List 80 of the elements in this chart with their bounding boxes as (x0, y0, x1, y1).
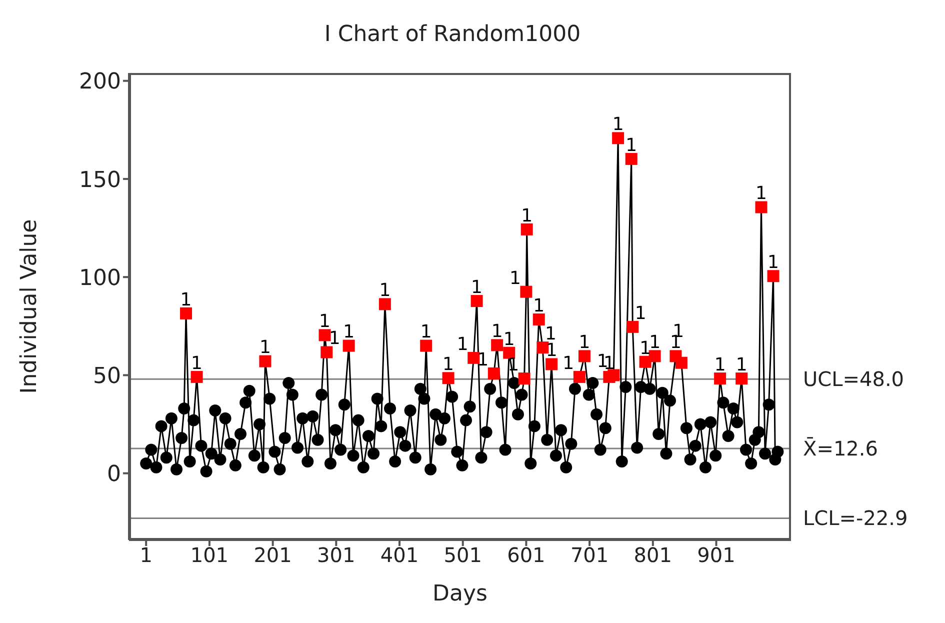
point (420, 340, 432, 352)
point (578, 350, 590, 362)
annotation: 1 (578, 332, 590, 354)
annotation: 1 (634, 302, 646, 324)
annotation: 1 (420, 322, 432, 343)
x-tick-label: 801 (634, 543, 672, 568)
point (767, 270, 780, 282)
y-tick-label: 200 (79, 70, 121, 95)
point (612, 132, 624, 144)
point (625, 152, 638, 165)
x-axis-title: Days (432, 582, 488, 607)
annotation: 1 (259, 337, 271, 358)
annotation: 1 (640, 338, 652, 359)
point (736, 372, 748, 385)
point (470, 295, 483, 308)
annotation: 1 (714, 354, 726, 376)
annotation: 1 (191, 352, 203, 374)
point (491, 339, 504, 352)
x-tick-label: 201 (254, 543, 292, 568)
annotation: 1 (343, 322, 355, 343)
y-tick-label: 50 (93, 364, 121, 389)
x-tick-label: 301 (317, 543, 356, 568)
point (320, 346, 333, 358)
point (378, 298, 391, 310)
annotation: 1 (562, 352, 574, 374)
annotation: 1 (521, 205, 533, 226)
point (342, 340, 355, 352)
point (518, 372, 530, 385)
point (503, 346, 516, 359)
annotation: 1 (456, 334, 468, 355)
x-tick-label: 101 (190, 543, 229, 568)
annotation: 1 (509, 268, 521, 289)
annotation: 1 (626, 134, 638, 156)
point (468, 352, 480, 364)
point (755, 201, 768, 214)
point (318, 329, 331, 342)
annotation: 1 (379, 280, 391, 302)
annotation: 1 (503, 328, 515, 350)
point (520, 223, 533, 236)
y-tick-label: 150 (79, 168, 121, 193)
x-tick-label: 401 (380, 543, 419, 568)
point (259, 355, 272, 368)
y-axis-title: Individual Value (16, 219, 42, 394)
annotation: 1 (328, 328, 340, 350)
point (573, 370, 586, 383)
x-tick-label: 701 (570, 543, 609, 568)
annotation: 1 (533, 295, 545, 316)
point (626, 320, 639, 333)
y-tick-label: 0 (107, 462, 121, 488)
annotation: 1 (736, 354, 748, 376)
annotation: 1 (546, 340, 558, 362)
annotation: 1 (180, 289, 192, 310)
ref-line-label: X̄=12.6 (803, 436, 878, 461)
x-tick-label: 1 (140, 543, 152, 568)
annotation: 1 (491, 321, 503, 342)
x-tick-label: 901 (697, 543, 736, 568)
annotation: 1 (649, 332, 661, 354)
point (675, 356, 688, 369)
annotation: 1 (471, 277, 483, 298)
ref-line-label: UCL=48.0 (803, 367, 904, 392)
x-tick-label: 601 (507, 543, 546, 568)
annotation: 1 (319, 311, 330, 332)
chart-title: I Chart of Random1000 (323, 22, 582, 47)
point (180, 307, 192, 320)
point (532, 313, 545, 326)
point (546, 358, 558, 370)
point (190, 370, 203, 383)
annotation: 1 (768, 252, 779, 274)
point (648, 350, 661, 362)
point (442, 372, 454, 384)
ref-line-label: LCL=-22.9 (803, 506, 908, 530)
point (488, 367, 500, 380)
annotation: 1 (612, 114, 624, 136)
point (608, 369, 620, 382)
x-tick-label: 501 (444, 543, 482, 568)
annotation: 1 (756, 183, 767, 204)
y-tick-label: 100 (79, 266, 121, 291)
point (714, 372, 726, 385)
point (520, 286, 532, 298)
annotation: 1 (442, 354, 454, 376)
